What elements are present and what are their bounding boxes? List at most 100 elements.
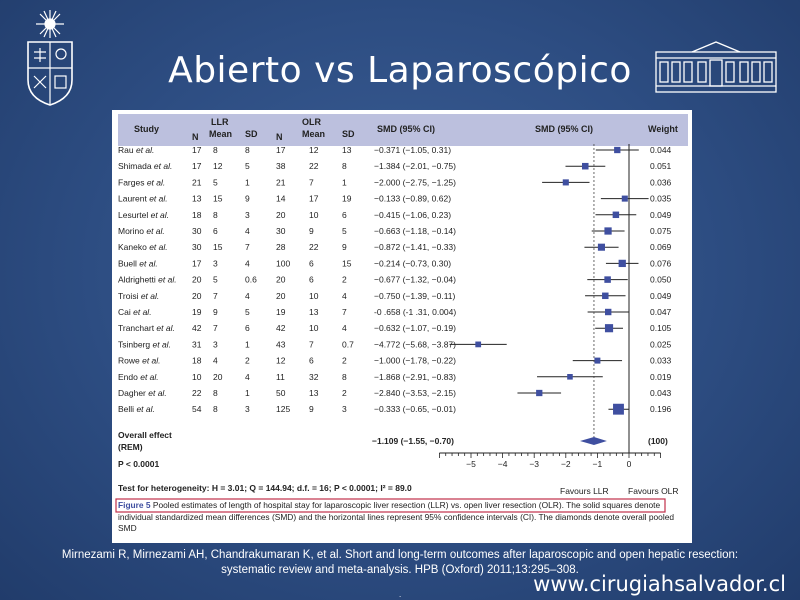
- cell-llr-mean: 3: [213, 258, 218, 268]
- cell-llr-mean: 8: [213, 145, 218, 155]
- study-author: Laurent: [118, 194, 149, 204]
- cell-weight: 0.036: [650, 177, 672, 187]
- smd-square: [621, 195, 628, 202]
- overall-weight: (100): [648, 436, 668, 446]
- caption-text: Pooled estimates of length of hospital s…: [118, 500, 675, 533]
- study-name: Lesurtel et al.: [118, 210, 169, 220]
- cell-llr-mean: 5: [213, 177, 218, 187]
- cell-smd-ci: −1.384 (−2.01, −0.75): [374, 161, 456, 171]
- cell-llr-mean: 20: [213, 372, 223, 382]
- study-author: Cai: [118, 307, 133, 317]
- x-tick-label: −1: [593, 459, 603, 469]
- study-author: Lesurtel: [118, 210, 151, 220]
- slide-title: Abierto vs Laparoscópico: [168, 50, 632, 91]
- study-et-al: et al.: [147, 177, 165, 187]
- overall-ci-text: −1.109 (−1.55, −0.70): [372, 436, 454, 446]
- p-value: P < 0.0001: [118, 459, 159, 469]
- study-name: Kaneko et al.: [118, 242, 168, 252]
- header-weight: Weight: [648, 124, 678, 134]
- study-et-al: et al.: [139, 258, 157, 268]
- cell-olr-mean: 32: [309, 372, 319, 382]
- building-logo: [655, 41, 777, 93]
- study-et-al: et al.: [151, 210, 169, 220]
- overall-effect-sublabel: (REM): [118, 442, 143, 452]
- cell-llr-n: 20: [192, 291, 202, 301]
- cell-llr-sd: 3: [245, 404, 250, 414]
- cell-olr-mean: 13: [309, 307, 319, 317]
- cell-llr-n: 20: [192, 275, 202, 285]
- study-author: Troisi: [118, 291, 141, 301]
- smd-square: [602, 292, 609, 300]
- study-name: Tsinberg et al.: [118, 339, 171, 349]
- cell-olr-n: 42: [276, 323, 286, 333]
- cell-llr-sd: 1: [245, 388, 250, 398]
- x-tick-label: 0: [627, 459, 632, 469]
- study-et-al: et al.: [154, 161, 172, 171]
- cell-llr-mean: 15: [213, 242, 223, 252]
- cell-olr-mean: 13: [309, 388, 319, 398]
- cell-olr-n: 30: [276, 226, 286, 236]
- study-et-al: et al.: [133, 307, 151, 317]
- cell-olr-n: 20: [276, 291, 286, 301]
- study-author: Tranchart: [118, 323, 156, 333]
- cell-olr-mean: 10: [309, 323, 319, 333]
- cell-llr-sd: 2: [245, 356, 250, 366]
- header-llr: LLR: [211, 117, 229, 127]
- smd-square: [604, 324, 614, 333]
- caption-label: Figure 5: [118, 500, 151, 510]
- cell-llr-n: 21: [192, 177, 202, 187]
- caption-highlight-box: [115, 498, 666, 513]
- cell-weight: 0.025: [650, 339, 672, 349]
- cell-olr-sd: 4: [342, 291, 347, 301]
- study-name: Troisi et al.: [118, 291, 159, 301]
- cell-llr-n: 17: [192, 161, 202, 171]
- heterogeneity-test: Test for heterogeneity: H = 3.01; Q = 14…: [118, 483, 412, 493]
- cell-llr-mean: 6: [213, 226, 218, 236]
- cell-llr-mean: 12: [213, 161, 223, 171]
- cell-olr-mean: 10: [309, 291, 319, 301]
- study-et-al: et al.: [140, 372, 158, 382]
- study-author: Morino: [118, 226, 146, 236]
- cell-olr-sd: 0.7: [342, 339, 354, 349]
- cell-llr-n: 30: [192, 242, 202, 252]
- cell-llr-mean: 9: [213, 307, 218, 317]
- cell-smd-ci: −0.872 (−1.41, −0.33): [374, 242, 456, 252]
- cell-weight: 0.076: [650, 258, 672, 268]
- cell-olr-n: 43: [276, 339, 286, 349]
- university-crest-logo: [27, 10, 73, 106]
- cell-weight: 0.196: [650, 404, 672, 414]
- cell-llr-n: 18: [192, 210, 202, 220]
- smd-square: [613, 403, 624, 415]
- study-author: Belli: [118, 404, 136, 414]
- cell-llr-n: 10: [192, 372, 202, 382]
- study-name: Endo et al.: [118, 372, 159, 382]
- cell-olr-mean: 6: [309, 275, 314, 285]
- smd-square: [475, 341, 482, 348]
- favours-llr-label: Favours LLR: [560, 486, 609, 496]
- cell-weight: 0.049: [650, 210, 672, 220]
- study-et-al: et al.: [149, 194, 167, 204]
- citation-line-1: Mirnezami R, Mirnezami AH, Chandrakumara…: [61, 549, 739, 561]
- study-name: Belli et al.: [118, 404, 155, 414]
- cell-olr-n: 19: [276, 307, 286, 317]
- cell-olr-mean: 7: [309, 177, 314, 187]
- cell-llr-sd: 3: [245, 210, 250, 220]
- cell-olr-n: 100: [276, 258, 290, 268]
- cell-llr-mean: 8: [213, 210, 218, 220]
- cell-llr-n: 30: [192, 226, 202, 236]
- cell-llr-sd: 0.6: [245, 275, 257, 285]
- cell-olr-sd: 13: [342, 145, 352, 155]
- cell-olr-sd: 9: [342, 242, 347, 252]
- cell-weight: 0.050: [650, 275, 672, 285]
- cell-llr-sd: 7: [245, 242, 250, 252]
- study-name: Shimada et al.: [118, 161, 172, 171]
- cell-olr-n: 17: [276, 145, 286, 155]
- smd-square: [612, 211, 620, 219]
- study-author: Buell: [118, 258, 139, 268]
- study-name: Morino et al.: [118, 226, 165, 236]
- cell-llr-mean: 3: [213, 339, 218, 349]
- study-author: Endo: [118, 372, 140, 382]
- study-name: Cai et al.: [118, 307, 152, 317]
- study-et-al: et al.: [136, 145, 154, 155]
- header-olr: OLR: [302, 117, 321, 127]
